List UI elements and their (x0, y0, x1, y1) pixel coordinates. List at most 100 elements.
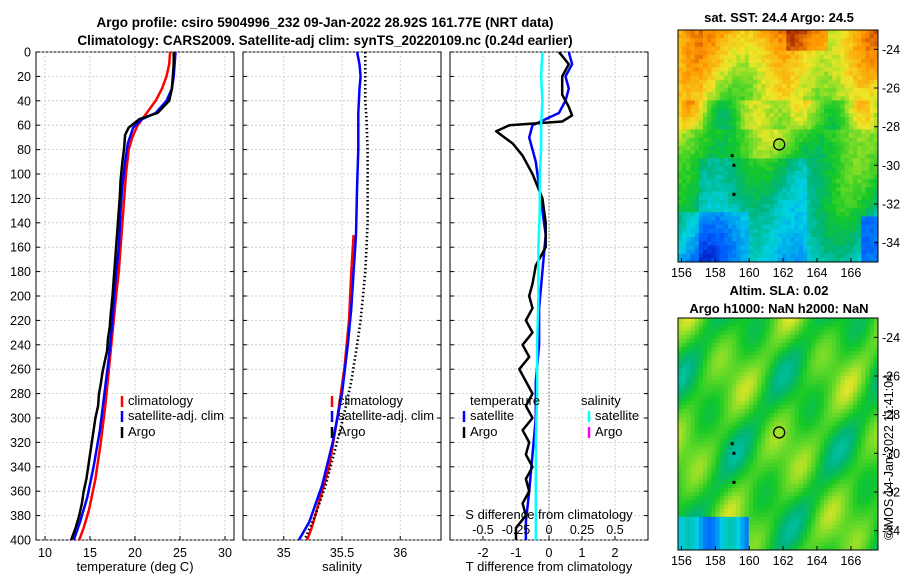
heatmap-cell (865, 191, 871, 197)
heatmap-cell (819, 245, 825, 250)
heatmap-cell (803, 355, 808, 360)
heatmap-cell (803, 154, 808, 159)
heatmap-cell (736, 216, 741, 221)
heatmap-cell (815, 442, 821, 447)
heatmap-cell (819, 471, 825, 476)
heatmap-cell (698, 512, 704, 518)
heatmap-cell (703, 363, 708, 369)
heatmap-cell (686, 42, 691, 47)
heatmap-cell (844, 208, 850, 213)
heatmap-cell (778, 322, 783, 327)
heatmap-cell (736, 351, 741, 356)
heatmap-cell (786, 338, 791, 344)
heatmap-cell (748, 421, 754, 427)
heatmap-cell (773, 96, 779, 101)
heatmap-cell (811, 166, 816, 172)
heatmap-cell (794, 396, 800, 402)
heatmap-cell (753, 158, 758, 163)
heatmap-cell (803, 322, 808, 327)
heatmap-cell (690, 100, 696, 105)
heatmap-cell (719, 388, 725, 393)
heatmap-cell (719, 541, 725, 547)
heatmap-cell (707, 529, 712, 534)
heatmap-cell (686, 96, 691, 101)
heatmap-cell (744, 199, 750, 205)
heatmap-cell (682, 483, 687, 489)
heatmap-cell (690, 454, 696, 460)
heatmap-cell (778, 508, 783, 514)
heatmap-cell (698, 405, 704, 410)
heatmap-cell (798, 442, 804, 447)
heatmap-cell (715, 429, 721, 435)
heatmap-cell (778, 220, 783, 226)
heatmap-cell (728, 224, 733, 230)
heatmap-cell (840, 100, 846, 105)
heatmap-cell (736, 34, 741, 39)
heatmap-cell (728, 359, 733, 364)
heatmap-cell (811, 380, 816, 385)
heatmap-cell (798, 83, 804, 89)
heatmap-cell (832, 88, 837, 93)
heatmap-cell (757, 384, 762, 389)
heatmap-cell (757, 71, 762, 76)
heatmap-cell (732, 150, 737, 155)
heatmap-cell (748, 537, 754, 543)
heatmap-cell (865, 88, 871, 93)
heatmap-cell (769, 253, 775, 259)
heatmap-cell (790, 183, 796, 188)
heatmap-cell (732, 220, 737, 226)
heatmap-cell (815, 34, 821, 39)
heatmap-cell (778, 117, 783, 122)
heatmap-cell (844, 216, 850, 221)
heatmap-cell (711, 537, 716, 543)
heatmap-cell (869, 137, 875, 143)
legend-climatology: climatology (338, 393, 404, 408)
heatmap-cell (728, 322, 733, 327)
heatmap-cell (694, 516, 700, 522)
heatmap-cell (753, 146, 758, 151)
top-x-tick-label: -0.25 (502, 523, 531, 537)
heatmap-cell (682, 104, 687, 110)
heatmap-cell (723, 471, 729, 476)
heatmap-cell (761, 521, 766, 526)
heatmap-cell (748, 150, 754, 155)
heatmap-cell (853, 220, 858, 226)
heatmap-cell (698, 508, 704, 514)
heatmap-cell (690, 191, 696, 197)
heatmap-cell (740, 117, 746, 122)
heatmap-cell (748, 79, 754, 85)
heatmap-cell (823, 187, 829, 192)
heatmap-cell (740, 233, 746, 238)
heatmap-cell (873, 183, 879, 188)
heatmap-cell (719, 425, 725, 431)
heatmap-cell (807, 475, 812, 480)
heatmap-cell (798, 233, 804, 238)
heatmap-cell (844, 30, 850, 35)
heatmap-cell (753, 429, 758, 435)
heatmap-cell (819, 521, 825, 526)
heatmap-cell (728, 338, 733, 344)
heatmap-cell (753, 396, 758, 402)
heatmap-cell (815, 467, 821, 472)
heatmap-cell (719, 245, 725, 250)
heatmap-cell (873, 104, 879, 110)
heatmap-cell (769, 220, 775, 226)
heatmap-cell (757, 146, 762, 151)
heatmap-cell (798, 454, 804, 460)
heatmap-cell (753, 413, 758, 418)
heatmap-cell (815, 137, 821, 143)
heatmap-cell (723, 191, 729, 197)
heatmap-cell (732, 438, 737, 443)
heatmap-cell (753, 170, 758, 176)
heatmap-cell (828, 30, 833, 35)
heatmap-cell (736, 257, 741, 263)
heatmap-cell (678, 529, 683, 534)
heatmap-cell (869, 79, 875, 85)
heatmap-cell (811, 92, 816, 97)
heatmap-cell (832, 233, 837, 238)
heatmap-cell (698, 516, 704, 522)
heatmap-cell (715, 326, 721, 331)
heatmap-cell (861, 88, 866, 93)
heatmap-cell (728, 376, 733, 381)
heatmap-cell (757, 96, 762, 101)
